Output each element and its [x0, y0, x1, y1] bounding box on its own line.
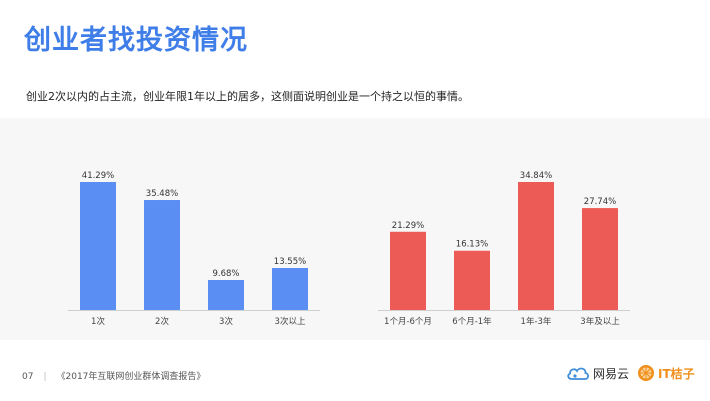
- chart-right: 21.29% 1个月-6个月 16.13% 6个月-1年 34.84% 1年-3年 27.7…: [378, 171, 630, 327]
- data-label-left-3: 9.68%: [212, 269, 239, 279]
- data-label-left-4: 13.55%: [274, 257, 306, 267]
- category-label-left-2: 2次: [155, 316, 169, 327]
- page-subtitle: 创业2次以内的占主流，创业年限1年以上的居多，这侧面说明创业是一个持之以恒的事情…: [26, 90, 469, 103]
- bar-left-4: [272, 267, 308, 310]
- data-label-left-2: 35.48%: [146, 189, 178, 199]
- page-number: 07: [22, 372, 34, 382]
- data-label-left-1: 41.29%: [82, 171, 114, 181]
- footer-divider: |: [43, 372, 47, 382]
- bar-right-4: [582, 208, 618, 310]
- data-label-right-4: 27.74%: [584, 197, 616, 207]
- chart-left: 41.29% 1次 35.48% 2次 9.68% 3次 13.55% 3次以上: [68, 171, 320, 327]
- category-label-right-2: 6个月-1年: [452, 316, 492, 327]
- category-label-right-1: 1个月-6个月: [384, 317, 432, 327]
- category-label-left-3: 3次: [219, 316, 233, 327]
- chart-panel: 41.29% 1次 35.48% 2次 9.68% 3次 13.55% 3次以上 21.29% 1…: [0, 118, 710, 340]
- brand-b-label: IT桔子: [658, 366, 695, 381]
- bar-right-1: [390, 231, 426, 310]
- footer: 07 | 《2017年互联网创业群体调查报告》: [22, 369, 205, 382]
- bar-charts: 41.29% 1次 35.48% 2次 9.68% 3次 13.55% 3次以上 21.29% 1…: [68, 171, 630, 327]
- brand-it-juzi: IT桔子: [637, 362, 695, 384]
- brand-netease-cloud: 网易云: [566, 362, 629, 384]
- category-label-right-3: 1年-3年: [521, 316, 552, 327]
- cloud-icon: [567, 367, 589, 380]
- orange-slice-icon: [638, 365, 654, 381]
- page-title: 创业者找投资情况: [24, 25, 248, 56]
- brand-a-label: 网易云: [593, 366, 630, 381]
- data-label-right-1: 21.29%: [392, 221, 424, 231]
- bar-right-3: [518, 182, 554, 310]
- data-label-right-2: 16.13%: [456, 240, 488, 250]
- bar-right-2: [454, 250, 490, 310]
- report-title: 《2017年互联网创业群体调查报告》: [56, 372, 206, 382]
- category-label-left-4: 3次以上: [275, 316, 306, 327]
- category-label-left-1: 1次: [91, 316, 105, 327]
- bar-left-3: [208, 279, 244, 310]
- category-label-right-4: 3年及以上: [580, 316, 620, 327]
- data-label-right-3: 34.84%: [520, 171, 552, 181]
- bar-left-2: [144, 200, 180, 310]
- bar-left-1: [80, 182, 116, 310]
